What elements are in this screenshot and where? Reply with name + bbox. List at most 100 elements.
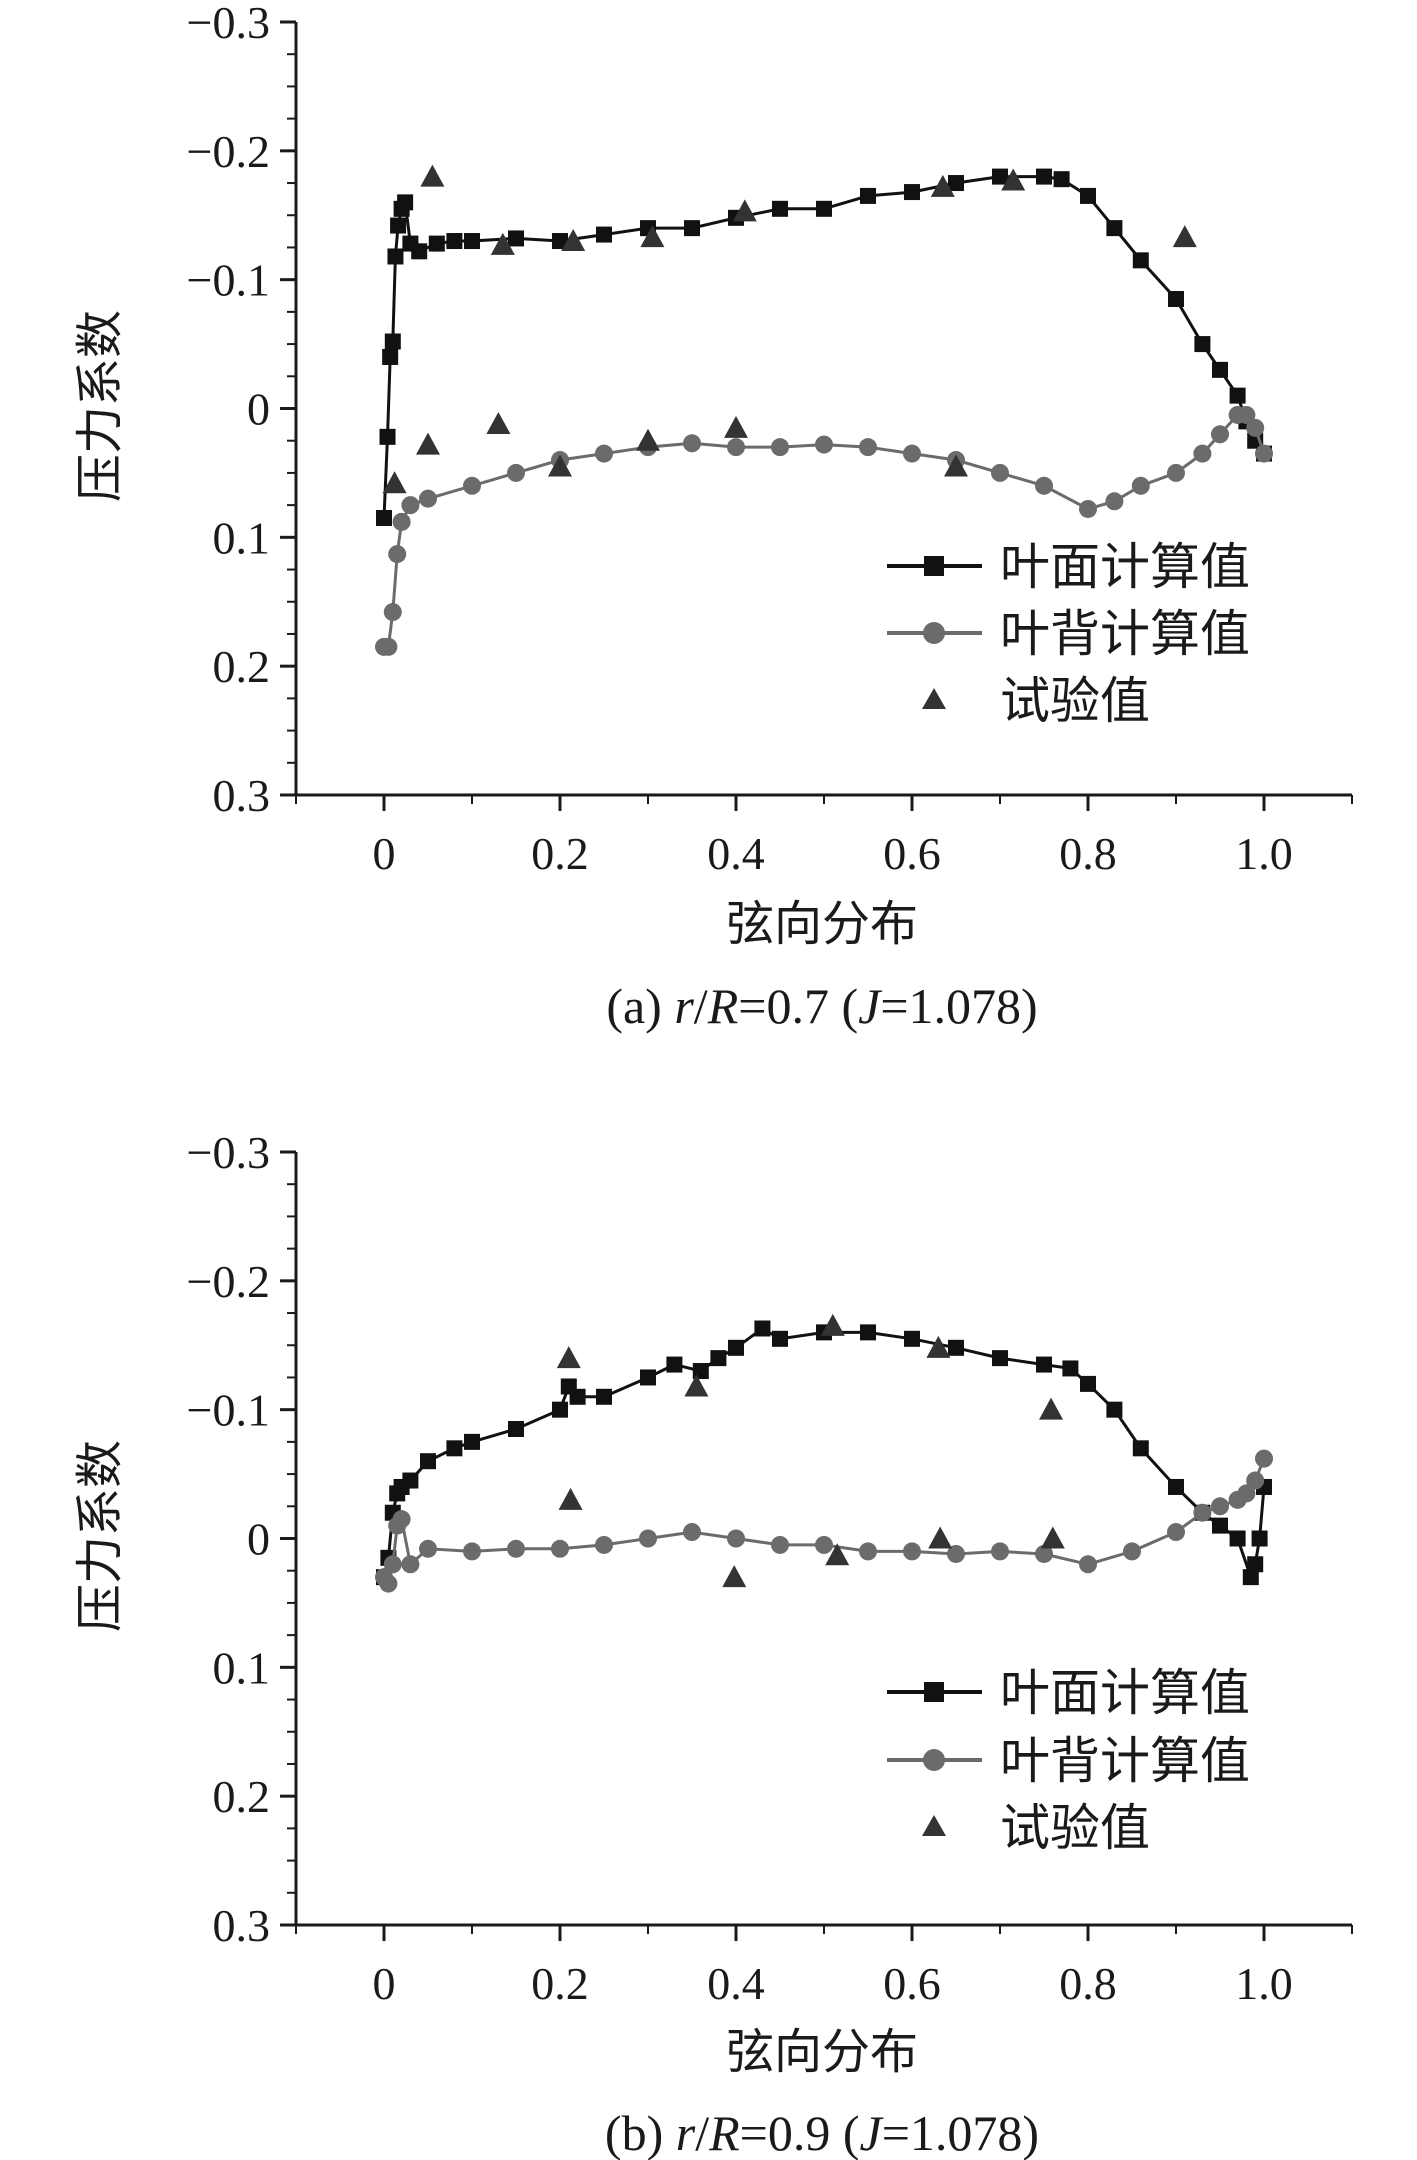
data-point-square (860, 187, 876, 204)
legend-entry-a-back: 叶背计算值 (887, 606, 1250, 662)
data-point-circle (1193, 1503, 1212, 1522)
data-point-square (552, 1401, 568, 1418)
x-tick-label: 0 (373, 1958, 396, 2009)
data-point-triangle (722, 1565, 747, 1588)
data-point-square (948, 1339, 964, 1356)
x-tick-label: 0.8 (1059, 1958, 1117, 2009)
legend-entry-a-test: 试验值 (922, 673, 1150, 729)
y-tick-label: 0.2 (213, 641, 271, 692)
data-point-square (379, 428, 396, 445)
data-point-circle (727, 1529, 745, 1548)
data-point-square (446, 233, 463, 250)
data-point-square (710, 1350, 727, 1367)
data-point-square (569, 1388, 586, 1405)
data-point-circle (991, 463, 1009, 482)
data-point-circle (595, 444, 613, 463)
data-point-triangle (420, 164, 445, 187)
data-point-square (992, 1350, 1008, 1367)
data-point-square (1106, 220, 1123, 237)
legend-entry-b-face: 叶面计算值 (887, 1665, 1250, 1721)
data-point-square (1212, 1517, 1228, 1534)
data-point-triangle (548, 454, 572, 477)
x-axis-title-b: 弦向分布 (726, 2026, 918, 2079)
data-point-square (640, 1369, 656, 1386)
y-tick-label: −0.1 (187, 255, 270, 306)
data-point-circle (771, 438, 789, 457)
data-point-square (1132, 252, 1149, 269)
data-point-square (1106, 1401, 1123, 1418)
data-point-circle (1246, 1471, 1265, 1490)
data-point-circle (1211, 1497, 1229, 1516)
data-point-circle (388, 545, 407, 564)
x-axis-title-a: 弦向分布 (726, 898, 918, 951)
data-point-square (1080, 1375, 1096, 1392)
y-tick-label: −0.3 (187, 0, 270, 48)
data-point-circle (1255, 444, 1273, 463)
data-point-circle (1237, 1484, 1256, 1503)
data-point-triangle (382, 471, 407, 494)
legend-label-a-back: 叶背计算值 (1000, 606, 1250, 662)
data-point-square (1036, 1356, 1052, 1373)
data-point-square (382, 348, 399, 365)
chart-panel-b: 0 0.2 0.4 0.6 0.8 1.0 −0.3−0.2−0.100.10.20.3 … (74, 1127, 1353, 2160)
data-point-circle (815, 1535, 833, 1554)
data-point-square (816, 200, 832, 217)
data-point-circle (771, 1535, 789, 1554)
y-tick-label: 0 (247, 384, 270, 435)
data-point-square (1168, 290, 1184, 307)
x-tick-label: 0.2 (531, 1958, 589, 2009)
data-point-square (552, 233, 568, 250)
legend-label-a-test: 试验值 (1000, 673, 1150, 729)
caption-b: (b) r/R=0.9 (J=1.078) (605, 2105, 1039, 2160)
data-point-triangle (926, 1335, 951, 1358)
data-point-triangle (684, 1374, 709, 1397)
data-point-triangle (928, 1526, 953, 1549)
x-tick-label: 0 (373, 828, 396, 879)
x-tick-label: 0.8 (1059, 828, 1117, 879)
data-point-square (420, 1453, 436, 1470)
data-point-circle (419, 1539, 437, 1558)
data-point-circle (401, 1555, 420, 1574)
data-point-triangle (556, 1346, 581, 1369)
data-point-circle (1211, 425, 1229, 444)
x-tick-labels-b: 0 0.2 0.4 0.6 0.8 1.0 (373, 1958, 1293, 2009)
data-point-square (1251, 1530, 1268, 1547)
y-axis-title-b: 压力系数 (74, 1440, 127, 1632)
x-tick-label: 0.6 (883, 828, 941, 879)
x-tick-label: 0.6 (883, 1958, 941, 2009)
data-point-circle (463, 1542, 481, 1561)
data-point-square (390, 217, 407, 234)
data-point-circle (1167, 1523, 1185, 1542)
legend-label-b-back: 叶背计算值 (1000, 1733, 1250, 1789)
data-point-square (692, 1363, 709, 1380)
x-tick-labels-a: 0 0.2 0.4 0.6 0.8 1.0 (373, 828, 1293, 879)
data-point-triangle (732, 199, 757, 222)
data-point-square (508, 1420, 524, 1437)
legend-label-b-face: 叶面计算值 (1000, 1665, 1250, 1721)
data-point-square (428, 235, 445, 252)
y-tick-labels-b: −0.3 −0.2 −0.1 0 0.1 0.2 0.3 (187, 1127, 270, 1951)
legend-entry-b-test: 试验值 (922, 1800, 1150, 1856)
y-tick-label: 0.1 (213, 1642, 271, 1693)
x-tick-label: 0.4 (707, 1958, 765, 2009)
data-point-triangle (1039, 1397, 1064, 1420)
axes-b (280, 1150, 1353, 1941)
data-point-square (387, 248, 404, 265)
series-b-triangle (556, 1313, 1065, 1588)
data-point-triangle (558, 1487, 583, 1510)
data-point-circle (595, 1535, 613, 1554)
data-point-circle (727, 438, 745, 457)
legend-label-b-test: 试验值 (1000, 1800, 1150, 1856)
data-point-circle (383, 603, 402, 622)
data-point-triangle (825, 1543, 850, 1566)
data-point-triangle (724, 415, 748, 438)
y-tick-label: 0 (247, 1514, 270, 1565)
data-point-circle (1123, 1542, 1141, 1561)
data-point-square (446, 1440, 463, 1457)
data-point-circle (379, 637, 398, 656)
data-point-triangle (416, 432, 440, 455)
data-point-triangle (490, 232, 515, 255)
data-point-circle (1079, 1555, 1097, 1574)
data-point-triangle (820, 1313, 845, 1336)
